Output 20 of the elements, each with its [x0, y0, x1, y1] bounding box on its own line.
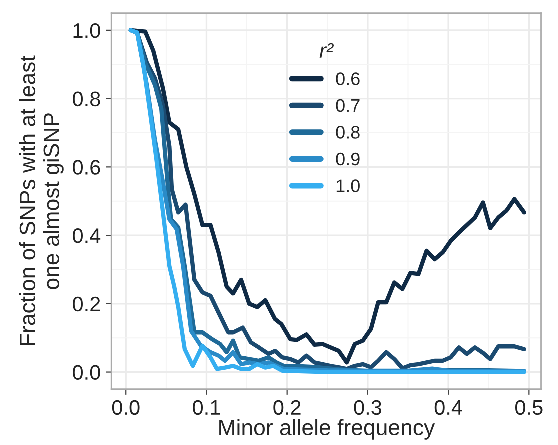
x-tick-label: 0.4	[434, 400, 462, 416]
legend-label: 1.0	[336, 180, 360, 192]
legend-title: r²	[320, 43, 334, 58]
y-tick-label: 0.4	[73, 228, 101, 244]
x-tick-label: 0.5	[516, 400, 543, 416]
x-tick-label: 0.0	[112, 400, 140, 416]
x-axis-title: Minor allele frequency	[220, 419, 436, 440]
y-tick-label: 0.6	[73, 160, 100, 175]
x-tick-label: 0.2	[274, 400, 301, 416]
legend-label: 0.7	[336, 99, 360, 112]
y-tick-label: 0.2	[73, 296, 100, 312]
y-axis-title: Fraction of SNPs with at least one almost giSNP	[19, 56, 64, 346]
legend-label: 0.8	[336, 126, 360, 139]
y-tick-label: 0.0	[73, 365, 100, 380]
x-tick-label: 0.1	[193, 400, 220, 416]
legend-label: 0.6	[336, 72, 360, 86]
y-tick-label: 0.8	[73, 92, 100, 107]
legend-label: 0.9	[336, 152, 360, 166]
x-tick-label: 0.3	[354, 400, 382, 416]
y-tick-label: 1.0	[74, 23, 100, 38]
